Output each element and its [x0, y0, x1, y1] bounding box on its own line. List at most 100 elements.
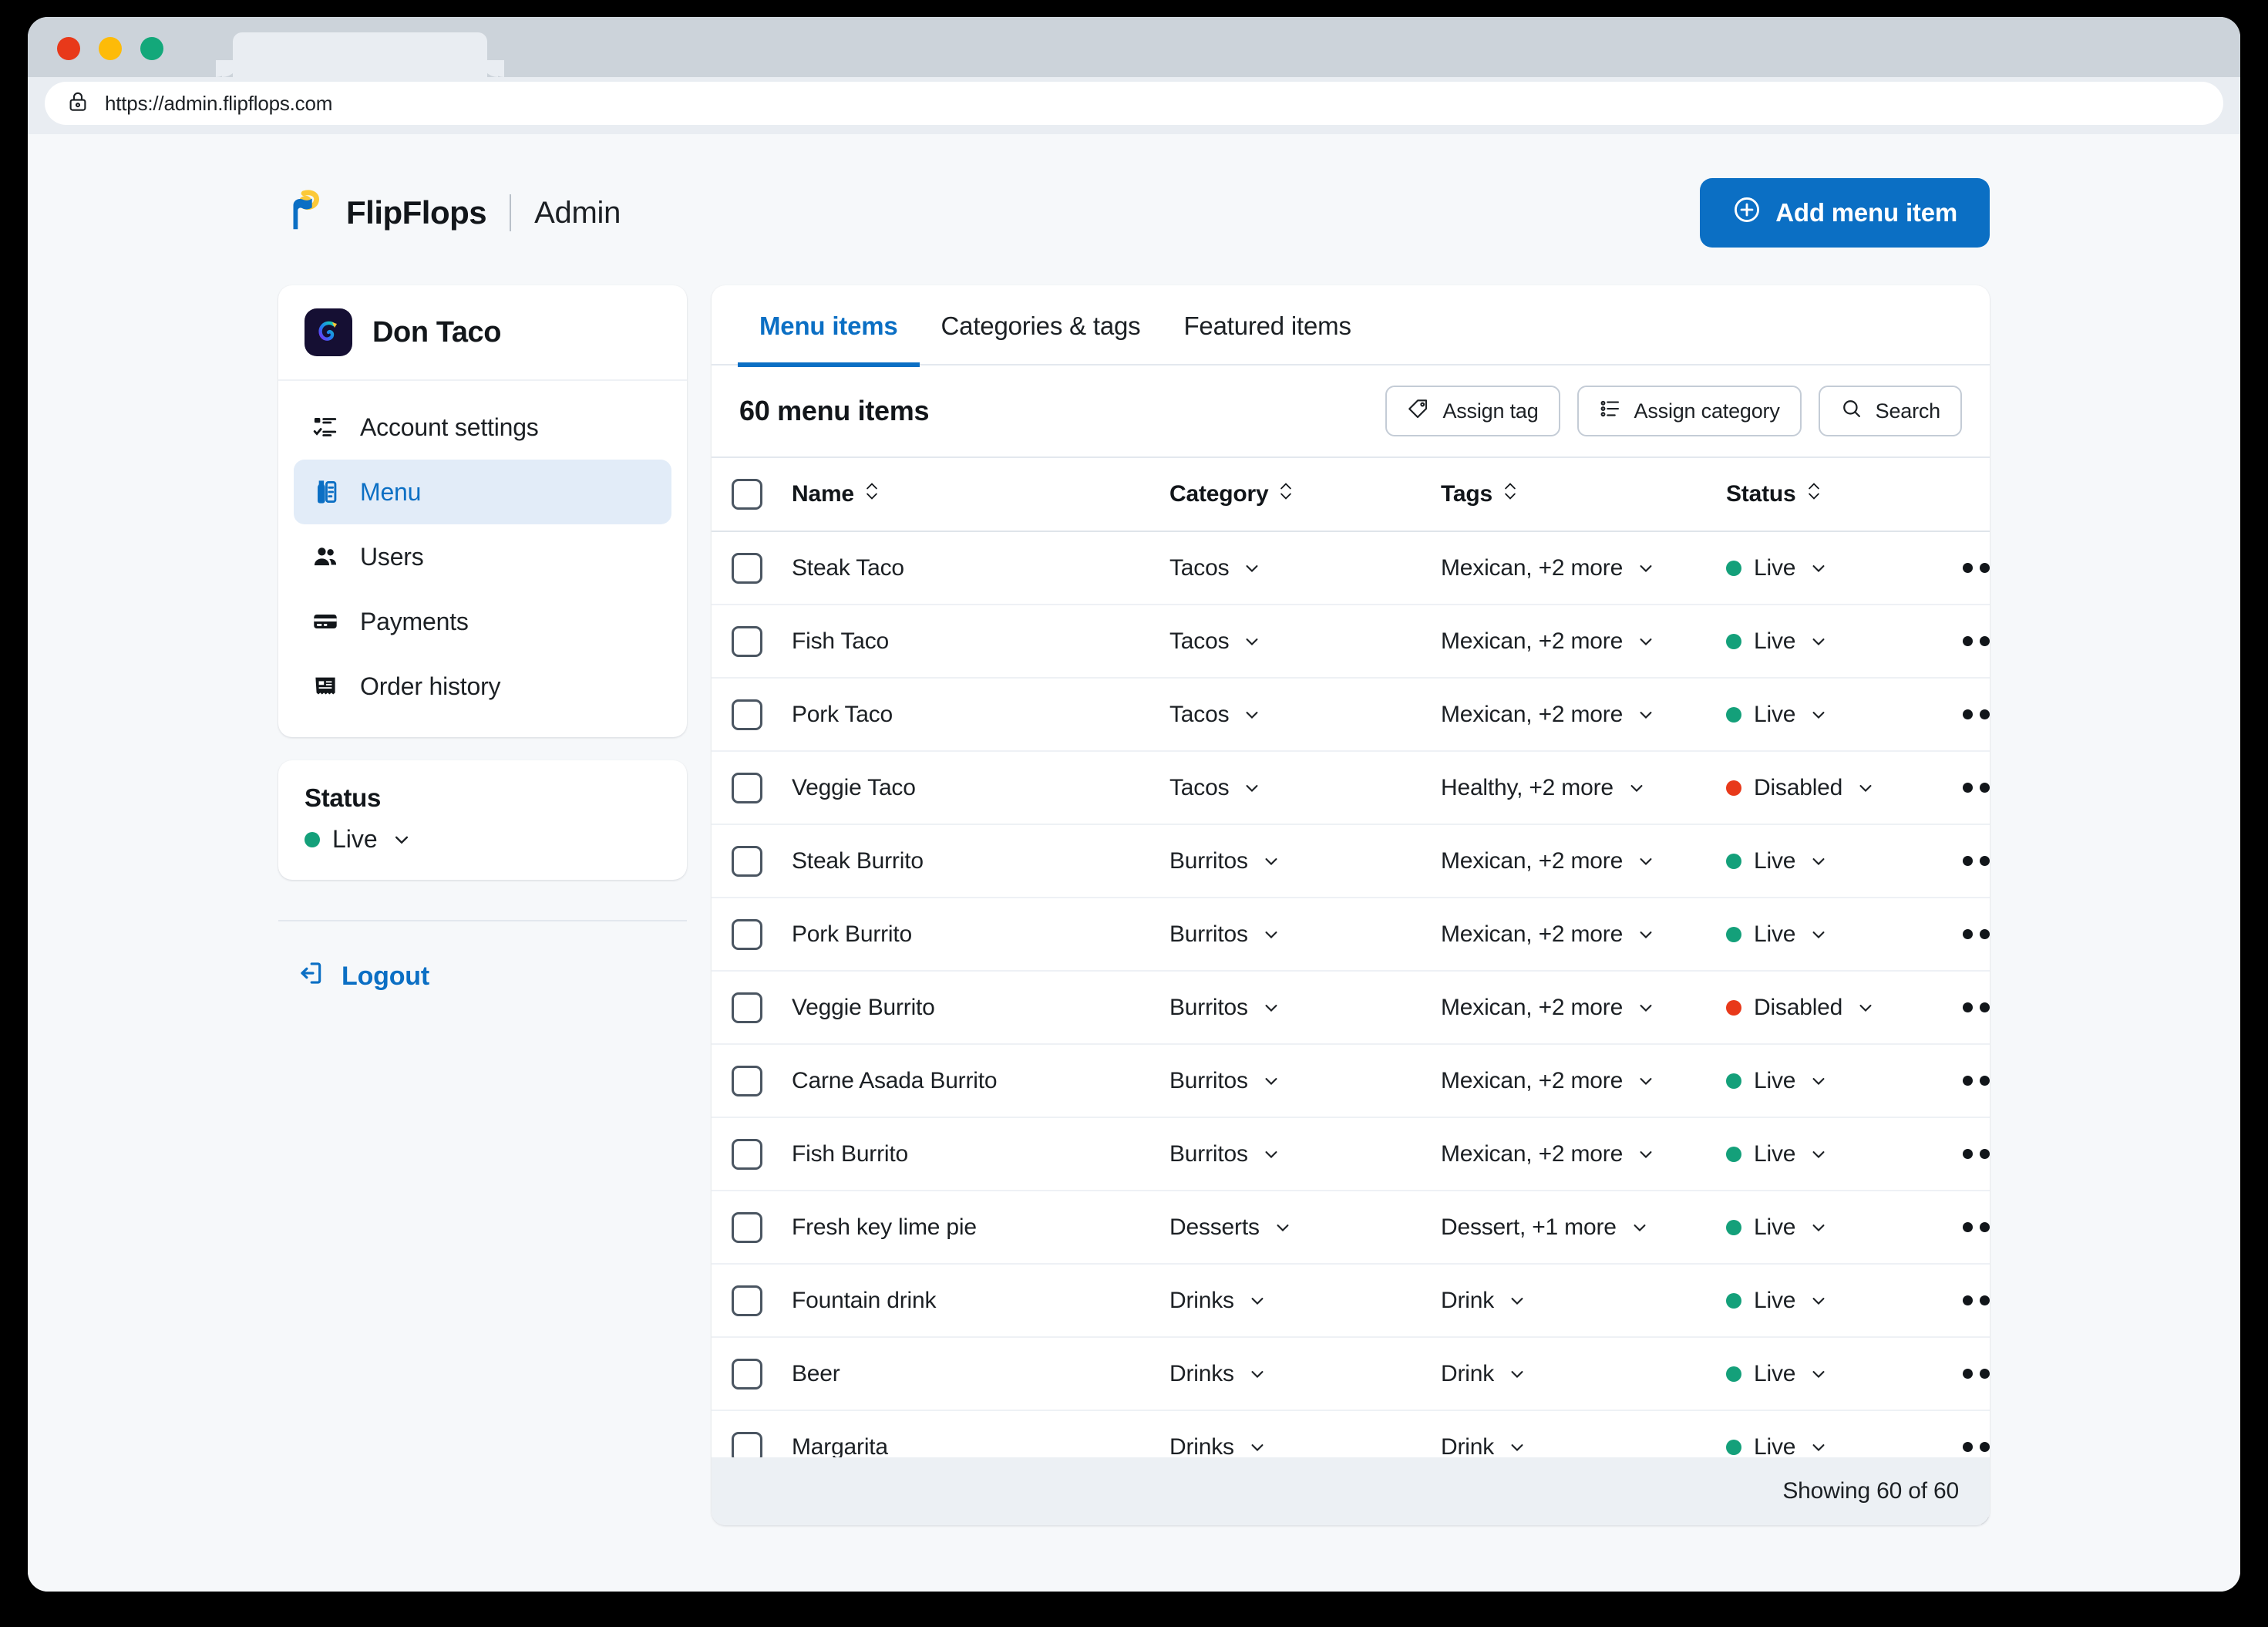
- browser-tab[interactable]: [216, 32, 504, 77]
- sidebar-item-menu[interactable]: Menu: [294, 460, 671, 524]
- url-input[interactable]: https://admin.flipflops.com: [45, 82, 2223, 125]
- row-checkbox[interactable]: [732, 918, 762, 950]
- tags-dropdown[interactable]: Healthy, +2 more: [1441, 775, 1726, 801]
- row-checkbox[interactable]: [732, 1285, 762, 1316]
- column-header-status[interactable]: Status: [1726, 456, 1934, 532]
- tags-dropdown[interactable]: Mexican, +2 more: [1441, 921, 1726, 948]
- category-dropdown[interactable]: Burritos: [1169, 1141, 1441, 1167]
- tags-dropdown[interactable]: Mexican, +2 more: [1441, 848, 1726, 874]
- tags-dropdown[interactable]: Mexican, +2 more: [1441, 628, 1726, 655]
- kebab-menu-icon[interactable]: [1958, 772, 1990, 803]
- table-row[interactable]: Veggie Taco Tacos Healthy, +2 more Disabled: [712, 751, 1990, 825]
- kebab-menu-icon[interactable]: [1958, 1065, 1990, 1096]
- category-dropdown[interactable]: Tacos: [1169, 555, 1441, 581]
- table-row[interactable]: Fish Burrito Burritos Mexican, +2 more Live: [712, 1117, 1990, 1191]
- category-dropdown[interactable]: Burritos: [1169, 995, 1441, 1021]
- table-row[interactable]: Veggie Burrito Burritos Mexican, +2 more Di…: [712, 971, 1990, 1045]
- kebab-menu-icon[interactable]: [1958, 552, 1990, 584]
- tags-dropdown[interactable]: Dessert, +1 more: [1441, 1214, 1726, 1241]
- row-checkbox[interactable]: [732, 699, 762, 730]
- status-dropdown[interactable]: Live: [1726, 1068, 1934, 1094]
- category-dropdown[interactable]: Drinks: [1169, 1288, 1441, 1314]
- tab-featured-items[interactable]: Featured items: [1183, 312, 1351, 340]
- status-dropdown[interactable]: Live: [1726, 921, 1934, 948]
- row-checkbox[interactable]: [732, 1138, 762, 1170]
- column-header-tags[interactable]: Tags: [1441, 456, 1726, 532]
- status-dropdown[interactable]: Disabled: [1726, 775, 1934, 801]
- store-header[interactable]: Don Taco: [278, 285, 687, 381]
- tags-dropdown[interactable]: Mexican, +2 more: [1441, 702, 1726, 728]
- status-dropdown[interactable]: Disabled: [1726, 995, 1934, 1021]
- table-row[interactable]: Steak Taco Tacos Mexican, +2 more Live: [712, 531, 1990, 605]
- table-row[interactable]: Carne Asada Burrito Burritos Mexican, +2 m…: [712, 1044, 1990, 1118]
- sidebar-item-order-history[interactable]: Order history: [294, 654, 671, 719]
- row-checkbox[interactable]: [732, 552, 762, 584]
- category-dropdown[interactable]: Tacos: [1169, 775, 1441, 801]
- tab-menu-items[interactable]: Menu items: [738, 285, 920, 367]
- status-dropdown[interactable]: Live: [1726, 848, 1934, 874]
- column-header-name[interactable]: Name: [792, 456, 1169, 532]
- category-dropdown[interactable]: Burritos: [1169, 848, 1441, 874]
- assign-tag-button[interactable]: Assign tag: [1385, 386, 1560, 436]
- table-row[interactable]: Fresh key lime pie Desserts Dessert, +1 mo…: [712, 1191, 1990, 1265]
- search-button[interactable]: Search: [1818, 386, 1962, 436]
- category-dropdown[interactable]: Desserts: [1169, 1214, 1441, 1241]
- kebab-menu-icon[interactable]: [1958, 1138, 1990, 1170]
- category-dropdown[interactable]: Burritos: [1169, 1068, 1441, 1094]
- tags-dropdown[interactable]: Mexican, +2 more: [1441, 995, 1726, 1021]
- row-checkbox[interactable]: [732, 1358, 762, 1390]
- kebab-menu-icon[interactable]: [1958, 845, 1990, 877]
- kebab-menu-icon[interactable]: [1958, 992, 1990, 1023]
- row-checkbox[interactable]: [732, 992, 762, 1023]
- table-row[interactable]: Pork Taco Tacos Mexican, +2 more Live: [712, 678, 1990, 752]
- status-dropdown[interactable]: Live: [1726, 1214, 1934, 1241]
- kebab-menu-icon[interactable]: [1958, 1358, 1990, 1390]
- close-window-button[interactable]: [57, 37, 80, 60]
- category-dropdown[interactable]: Drinks: [1169, 1434, 1441, 1460]
- status-dropdown[interactable]: Live: [1726, 1141, 1934, 1167]
- status-dropdown[interactable]: Live: [305, 825, 661, 854]
- tags-dropdown[interactable]: Mexican, +2 more: [1441, 1068, 1726, 1094]
- row-checkbox[interactable]: [732, 845, 762, 877]
- table-row[interactable]: Beer Drinks Drink Live: [712, 1337, 1990, 1411]
- table-row[interactable]: Fish Taco Tacos Mexican, +2 more Live: [712, 605, 1990, 679]
- kebab-menu-icon[interactable]: [1958, 625, 1990, 657]
- row-checkbox[interactable]: [732, 772, 762, 803]
- kebab-menu-icon[interactable]: [1958, 1285, 1990, 1316]
- tags-dropdown[interactable]: Mexican, +2 more: [1441, 1141, 1726, 1167]
- sidebar-item-account-settings[interactable]: Account settings: [294, 395, 671, 460]
- category-dropdown[interactable]: Burritos: [1169, 921, 1441, 948]
- tags-dropdown[interactable]: Mexican, +2 more: [1441, 555, 1726, 581]
- status-dropdown[interactable]: Live: [1726, 1361, 1934, 1387]
- status-dropdown[interactable]: Live: [1726, 1434, 1934, 1460]
- row-checkbox[interactable]: [732, 1065, 762, 1096]
- status-dropdown[interactable]: Live: [1726, 555, 1934, 581]
- select-all-checkbox[interactable]: [732, 479, 762, 510]
- category-dropdown[interactable]: Tacos: [1169, 702, 1441, 728]
- tags-dropdown[interactable]: Drink: [1441, 1361, 1726, 1387]
- category-dropdown[interactable]: Drinks: [1169, 1361, 1441, 1387]
- status-dropdown[interactable]: Live: [1726, 1288, 1934, 1314]
- row-checkbox[interactable]: [732, 1211, 762, 1243]
- status-dropdown[interactable]: Live: [1726, 702, 1934, 728]
- kebab-menu-icon[interactable]: [1958, 1431, 1990, 1463]
- minimize-window-button[interactable]: [99, 37, 122, 60]
- category-dropdown[interactable]: Tacos: [1169, 628, 1441, 655]
- row-checkbox[interactable]: [732, 625, 762, 657]
- status-dropdown[interactable]: Live: [1726, 628, 1934, 655]
- kebab-menu-icon[interactable]: [1958, 1211, 1990, 1243]
- column-header-category[interactable]: Category: [1169, 456, 1441, 532]
- sidebar-item-users[interactable]: Users: [294, 524, 671, 589]
- table-row[interactable]: Pork Burrito Burritos Mexican, +2 more Live: [712, 898, 1990, 972]
- tags-dropdown[interactable]: Drink: [1441, 1288, 1726, 1314]
- logout-button[interactable]: Logout: [278, 958, 687, 995]
- tab-categories-tags[interactable]: Categories & tags: [941, 312, 1141, 340]
- add-menu-item-button[interactable]: Add menu item: [1700, 178, 1990, 248]
- kebab-menu-icon[interactable]: [1958, 918, 1990, 950]
- table-row[interactable]: Steak Burrito Burritos Mexican, +2 more Liv…: [712, 824, 1990, 898]
- sidebar-item-payments[interactable]: Payments: [294, 589, 671, 654]
- assign-category-button[interactable]: Assign category: [1576, 386, 1802, 436]
- kebab-menu-icon[interactable]: [1958, 699, 1990, 730]
- table-row[interactable]: Fountain drink Drinks Drink Live: [712, 1264, 1990, 1338]
- tags-dropdown[interactable]: Drink: [1441, 1434, 1726, 1460]
